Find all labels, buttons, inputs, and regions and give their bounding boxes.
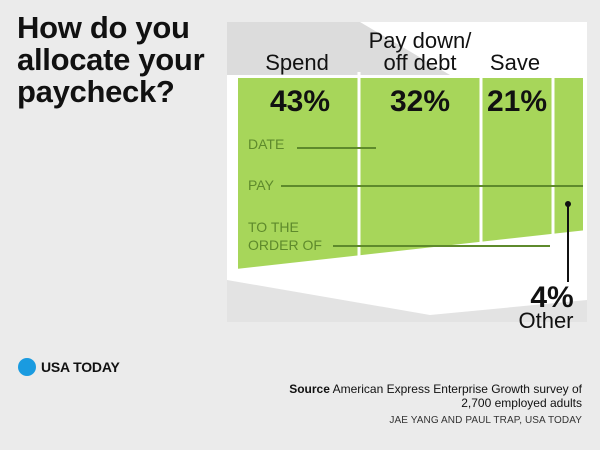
- value-labels: 43% 32% 21%: [270, 85, 547, 118]
- credit-line: JAE YANG AND PAUL TRAP, USA TODAY: [389, 415, 582, 426]
- category-label-save: Save: [490, 50, 540, 75]
- envelope-flap: [227, 280, 587, 322]
- check-fields: DATE PAY TO THE ORDER OF: [248, 136, 583, 253]
- usa-today-dot-icon: [18, 358, 36, 376]
- envelope-shadow: [227, 22, 450, 75]
- category-label-spend: Spend: [265, 50, 329, 75]
- date-label: DATE: [248, 136, 284, 152]
- value-label-other: 4%: [530, 281, 573, 314]
- headline: How do you allocate your paycheck?: [17, 12, 217, 108]
- value-label-debt: 32%: [390, 85, 450, 118]
- source-note: Source American Express Enterprise Growt…: [260, 382, 582, 410]
- category-label-other: Other: [518, 308, 573, 333]
- category-label-debt-line-1: Pay down/: [369, 28, 473, 53]
- category-label-debt-line-2: off debt: [384, 50, 457, 75]
- source-label: Source: [289, 382, 330, 396]
- headline-line-1: How do you: [17, 10, 190, 45]
- pay-label: PAY: [248, 177, 275, 193]
- other-callout: 4% Other: [518, 201, 574, 333]
- value-label-spend: 43%: [270, 85, 330, 118]
- order-label-line-1: TO THE: [248, 219, 299, 235]
- paycheck-chart: DATE PAY TO THE ORDER OF Spend Pay down/…: [227, 22, 587, 333]
- headline-line-3: paycheck?: [17, 74, 175, 109]
- value-label-save: 21%: [487, 85, 547, 118]
- category-labels: Spend Pay down/ off debt Save: [265, 28, 540, 75]
- brand-name: USA TODAY: [41, 359, 120, 375]
- source-text: American Express Enterprise Growth surve…: [332, 382, 582, 410]
- brand-logo: USA TODAY: [18, 356, 120, 378]
- headline-line-2: allocate your: [17, 42, 205, 77]
- order-label-line-2: ORDER OF: [248, 237, 322, 253]
